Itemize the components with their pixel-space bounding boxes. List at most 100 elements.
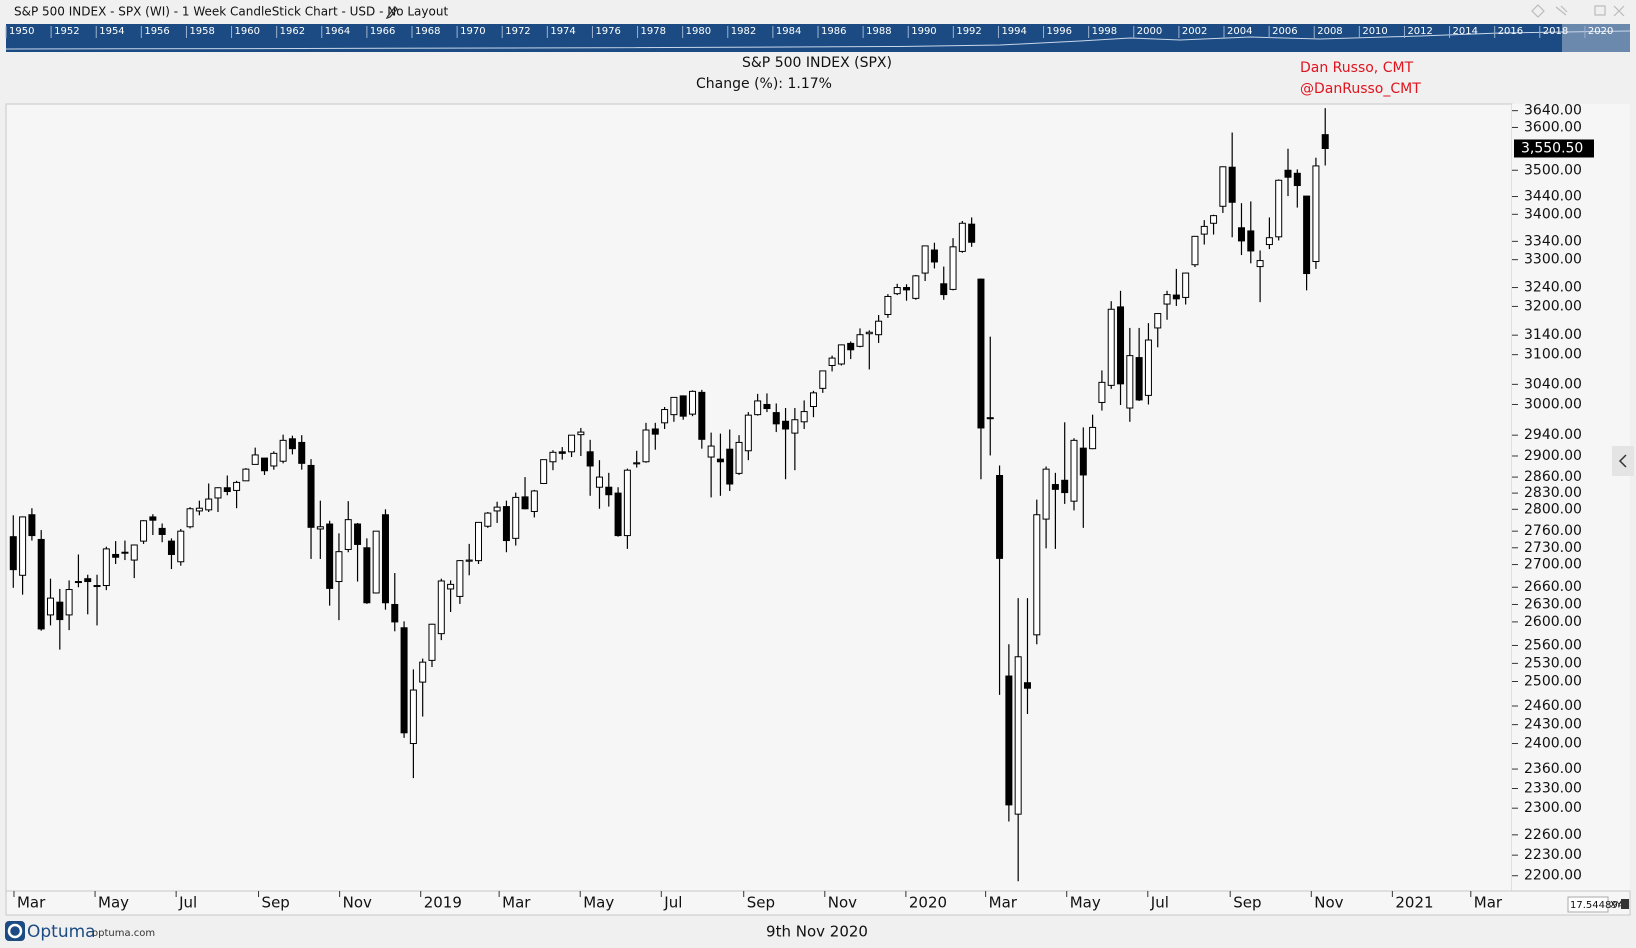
logo-text: Optuma: [27, 922, 96, 942]
scale-box[interactable]: [1567, 896, 1609, 913]
scale-value: 17.544894: [1570, 900, 1624, 911]
candle-body: [1135, 357, 1143, 401]
candle-body: [475, 521, 483, 562]
y-tick-label: 2660.00: [1524, 579, 1582, 595]
chart-subtitle: Change (%): 1.17%: [696, 76, 832, 92]
lock-icon[interactable]: [1621, 899, 1629, 909]
candle-body: [186, 508, 194, 528]
y-tick-label: 3300.00: [1524, 252, 1582, 268]
candle-body: [1312, 165, 1320, 263]
y-tick-label: 2530.00: [1524, 655, 1582, 671]
candle-body: [1023, 682, 1031, 689]
candle-body: [921, 245, 929, 274]
candle-body: [521, 496, 529, 510]
navigator-year: 2006: [1272, 26, 1297, 37]
y-tick-label: 2230.00: [1524, 847, 1582, 863]
candle-body: [326, 523, 334, 589]
y-tick-label: 2400.00: [1524, 736, 1582, 752]
candle-body: [940, 283, 948, 296]
candle-body: [502, 506, 510, 542]
candle-body: [1172, 294, 1180, 300]
candle-body: [530, 490, 538, 512]
candle-body: [828, 357, 836, 366]
candle-body: [288, 438, 296, 450]
xy-button[interactable]: XY: [1610, 901, 1622, 911]
y-tick-label: 2700.00: [1524, 557, 1582, 573]
navigator-year: 1958: [189, 26, 214, 37]
window-controls[interactable]: [1531, 4, 1625, 18]
y-tick-label: 2800.00: [1524, 501, 1582, 517]
navigator-window[interactable]: [1562, 24, 1630, 52]
x-tick-label: Sep: [747, 894, 775, 912]
navigator-year: 1954: [99, 26, 124, 37]
navigator-year: 2002: [1182, 26, 1207, 37]
candle-body: [447, 583, 455, 590]
candle-body: [968, 223, 976, 243]
candle-body: [614, 492, 622, 537]
candle-body: [1210, 215, 1218, 224]
candle-body: [540, 459, 548, 484]
candle-body: [484, 512, 492, 527]
candle-body: [354, 523, 362, 545]
candle-body: [958, 222, 966, 252]
navigator-year: 2016: [1498, 26, 1523, 37]
x-tick-label: May: [98, 894, 129, 912]
navigator-year: 1996: [1047, 26, 1072, 37]
candle-body: [1126, 355, 1134, 409]
navigator-year: 1980: [686, 26, 711, 37]
navigator-year: 2004: [1227, 26, 1252, 37]
candle-body: [884, 295, 892, 316]
candle-body: [661, 409, 669, 424]
navigator-year: 1990: [911, 26, 936, 37]
candle-body: [1117, 306, 1125, 385]
plot-area: [5, 103, 1513, 892]
candle-body: [344, 519, 352, 550]
candle-body: [1228, 166, 1236, 203]
x-tick-label: Nov: [343, 894, 372, 912]
candle-body: [670, 396, 678, 416]
navigator-year: 2008: [1317, 26, 1342, 37]
candle-body: [1219, 166, 1227, 207]
window-title: S&P 500 INDEX - SPX (WI) - 1 Week Candle…: [14, 5, 448, 19]
candle-body: [633, 462, 641, 465]
y-tick-label: 3640.00: [1524, 103, 1582, 119]
candle-body: [1033, 514, 1041, 636]
navigator-year: 1960: [235, 26, 260, 37]
candle-body: [1079, 447, 1087, 476]
x-tick-label: Sep: [1233, 894, 1261, 912]
candle-body: [791, 419, 799, 434]
candle-body: [1284, 169, 1292, 178]
candle-body: [84, 578, 92, 583]
candle-body: [1191, 235, 1199, 266]
candle-body: [1237, 227, 1245, 242]
edit-icon[interactable]: [385, 6, 398, 20]
last-price-label: 3,550.50: [1521, 140, 1583, 156]
candle-body: [456, 560, 464, 597]
x-tick-label: Nov: [1314, 894, 1343, 912]
navigator-year: 2012: [1407, 26, 1432, 37]
candles: [9, 108, 1329, 882]
y-tick-label: 3100.00: [1524, 347, 1582, 363]
candle-body: [391, 603, 399, 623]
candle-body: [558, 451, 566, 454]
candle-body: [130, 544, 138, 561]
navigator-year: 1992: [956, 26, 981, 37]
candle-body: [1293, 172, 1301, 187]
candle-body: [409, 689, 417, 745]
candle-body: [809, 392, 817, 408]
candle-body: [1042, 468, 1050, 520]
x-tick-label: Mar: [17, 894, 46, 912]
candle-body: [223, 487, 231, 493]
side-tab[interactable]: [1612, 446, 1634, 476]
y-tick-label: 2300.00: [1524, 800, 1582, 816]
candle-body: [56, 601, 64, 621]
candle-body: [986, 417, 994, 420]
navigator-year: 2010: [1362, 26, 1387, 37]
candle-body: [1144, 339, 1152, 396]
candle-body: [1005, 675, 1013, 806]
navigator-year: 1962: [280, 26, 305, 37]
y-tick-label: 2500.00: [1524, 673, 1582, 689]
y-tick-label: 2460.00: [1524, 698, 1582, 714]
navigator-year: 1970: [460, 26, 485, 37]
candle-body: [893, 287, 901, 295]
